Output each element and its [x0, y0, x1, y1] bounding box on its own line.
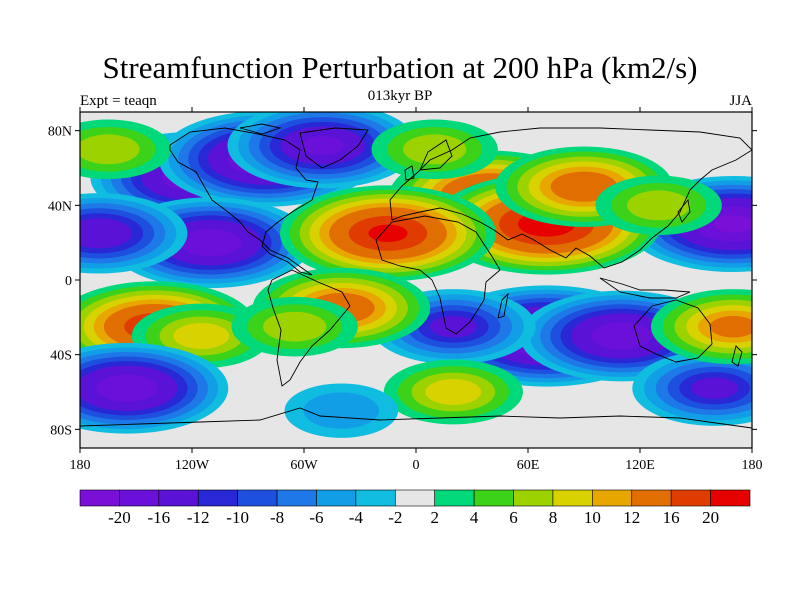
y-tick-label: 0: [65, 274, 72, 289]
colorbar-label: -8: [270, 508, 284, 527]
contour-fill: [709, 315, 752, 338]
contour-fill: [80, 134, 140, 165]
anomaly-center-23: [383, 359, 523, 425]
colorbar-swatch: [513, 489, 554, 507]
contour-fill: [173, 323, 230, 349]
colorbar-label: 2: [430, 508, 439, 527]
contour-fill: [96, 374, 158, 402]
colorbar-label: -12: [187, 508, 210, 527]
y-tick-label: 80S: [50, 423, 72, 438]
experiment-label: Expt = teaqn: [80, 93, 157, 109]
colorbar-label: 12: [623, 508, 640, 527]
x-tick-label: 180: [742, 458, 763, 473]
colorbar-label: 20: [702, 508, 719, 527]
contour-fill: [180, 229, 242, 257]
contour-fill: [303, 392, 380, 429]
contour-fill: [80, 218, 132, 249]
y-tick-label: 80N: [48, 125, 72, 140]
contour-fill: [429, 315, 477, 338]
anomaly-center-4: [80, 193, 188, 274]
colorbar-swatch: [592, 489, 633, 507]
x-tick-label: 60E: [517, 458, 540, 473]
anomaly-center-20: [80, 342, 229, 434]
colorbar-swatch: [552, 489, 593, 507]
colorbar-label: -20: [108, 508, 131, 527]
colorbar-swatch: [79, 489, 120, 507]
colorbar-swatch: [119, 489, 160, 507]
colorbar-label: -4: [349, 508, 364, 527]
colorbar-swatch: [473, 489, 514, 507]
x-tick-label: 120W: [175, 458, 210, 473]
season-label: JJA: [729, 93, 752, 109]
anomaly-center-24: [284, 383, 399, 438]
colorbar-swatch: [434, 489, 475, 507]
colorbar-swatch: [276, 489, 317, 507]
contour-fill: [403, 134, 467, 165]
contour-fill: [425, 379, 482, 405]
contour-fill: [691, 377, 739, 400]
contour-fill: [590, 322, 652, 350]
x-tick-label: 0: [413, 458, 420, 473]
colorbar-label: -16: [147, 508, 170, 527]
colorbar-label: 8: [549, 508, 558, 527]
colorbar-swatch: [670, 489, 711, 507]
anomaly-center-19: [231, 296, 358, 357]
x-tick-label: 60W: [290, 458, 318, 473]
anomaly-center-10: [280, 185, 496, 282]
anomaly-center-11: [371, 119, 498, 180]
contour-fill: [263, 311, 327, 342]
colorbar-swatch: [394, 489, 436, 507]
colorbar-label: 10: [584, 508, 601, 527]
coastlines: [80, 123, 752, 429]
colorbar-label: 16: [663, 508, 680, 527]
colorbar-swatch: [197, 489, 238, 507]
colorbar-label: -2: [388, 508, 402, 527]
colorbar-label: 6: [509, 508, 518, 527]
colorbar-swatch: [237, 489, 278, 507]
colorbar-label: -6: [309, 508, 323, 527]
colorbar: -20 -16 -12 -10 -8 -6 -4 -2 2 4 6 8 10 12 16 20: [79, 489, 751, 527]
contour-fill: [713, 215, 752, 233]
anomaly-center-21: [632, 350, 752, 426]
contour-fill: [301, 136, 344, 156]
x-tick-label: 120E: [625, 458, 655, 473]
colorbar-swatch: [316, 489, 357, 507]
colorbar-swatch: [158, 489, 199, 507]
y-tick-label: 40S: [50, 349, 72, 364]
contour-fill: [368, 224, 408, 243]
x-tick-label: 180: [70, 458, 91, 473]
anomaly-field: [80, 112, 752, 438]
anomaly-center-12: [595, 175, 722, 236]
map-title: Streamfunction Perturbation at 200 hPa (…: [102, 50, 698, 85]
x-axis: 180 120W 60W 0 60E 120E 180: [70, 107, 763, 473]
colorbar-label: -10: [226, 508, 249, 527]
y-tick-label: 40N: [48, 199, 72, 214]
contour-fill: [627, 190, 691, 221]
y-axis: 80N 40N 0 40S 80S: [48, 125, 757, 438]
map-subtitle: 013kyr BP: [367, 88, 433, 104]
anomaly-center-22: [650, 289, 752, 365]
anomaly-center-2: [227, 112, 418, 189]
colorbar-swatch: [710, 489, 751, 507]
colorbar-swatch: [355, 489, 396, 507]
colorbar-label: 4: [470, 508, 479, 527]
colorbar-swatch: [631, 489, 672, 507]
anomaly-center-5: [80, 119, 172, 180]
